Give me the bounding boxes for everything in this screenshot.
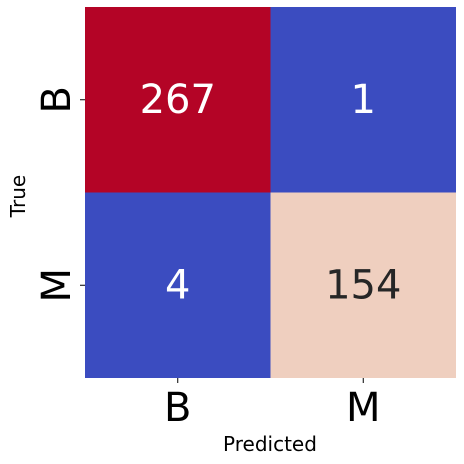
cell-value-B-M: 1 (351, 77, 376, 123)
heatmap-cell-M-B (85, 192, 271, 378)
y-tick-label: M (34, 268, 80, 303)
y-axis-label: True (6, 175, 30, 218)
x-axis-label: Predicted (223, 432, 317, 456)
heatmap-cell-M-M (270, 192, 456, 378)
heatmap-cell-B-B (85, 7, 271, 193)
x-tick-label: B (164, 385, 191, 431)
heatmap-cell-B-M (270, 7, 456, 193)
cell-value-M-M: 154 (325, 262, 401, 308)
y-tick-label: B (34, 86, 80, 113)
cell-value-B-B: 267 (140, 77, 216, 123)
x-tick-label: M (346, 385, 381, 431)
heatmap-cells: 267 1 4 154 (85, 7, 456, 378)
cell-value-M-B: 4 (165, 262, 190, 308)
y-axis-ticks: BM (34, 86, 85, 303)
